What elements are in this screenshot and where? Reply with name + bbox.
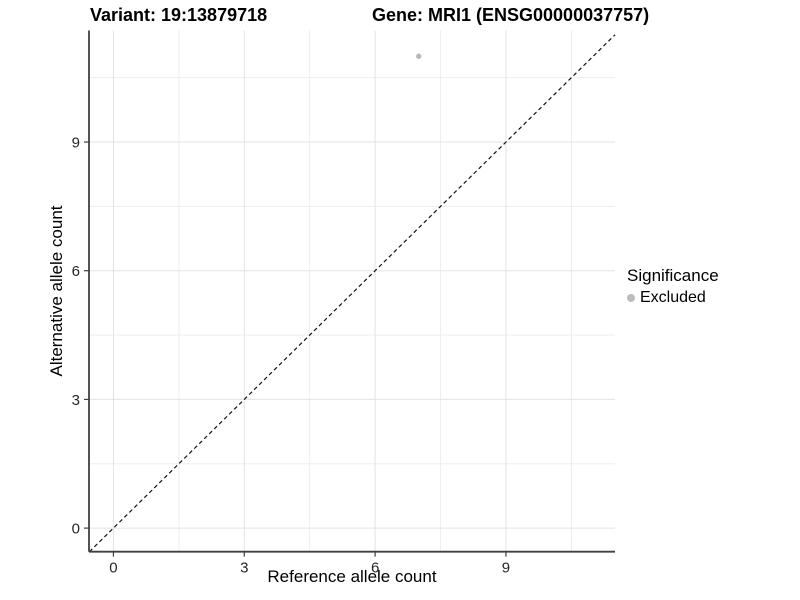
y-tick-label: 0 (72, 521, 80, 538)
legend-item-label: Excluded (640, 289, 706, 306)
x-tick-label: 3 (240, 560, 248, 577)
y-tick-label: 3 (72, 392, 80, 409)
x-tick-label: 6 (371, 560, 379, 577)
x-axis-title: Reference allele count (267, 567, 437, 586)
legend: Significance Excluded (627, 266, 719, 307)
identity-dashed-line (89, 34, 616, 553)
legend-item-excluded: Excluded (627, 289, 719, 307)
gene-title: Gene: MRI1 (ENSG00000037757) (372, 5, 650, 25)
variant-title: Variant: 19:13879718 (90, 5, 268, 25)
data-point (416, 53, 422, 59)
y-axis-title: Alternative allele count (47, 205, 66, 377)
excluded-point-icon (627, 294, 635, 302)
y-tick-label: 6 (72, 263, 80, 280)
x-tick-label: 9 (502, 560, 510, 577)
x-tick-label: 0 (109, 560, 117, 577)
y-tick-label: 9 (72, 135, 80, 152)
legend-title: Significance (627, 266, 719, 285)
